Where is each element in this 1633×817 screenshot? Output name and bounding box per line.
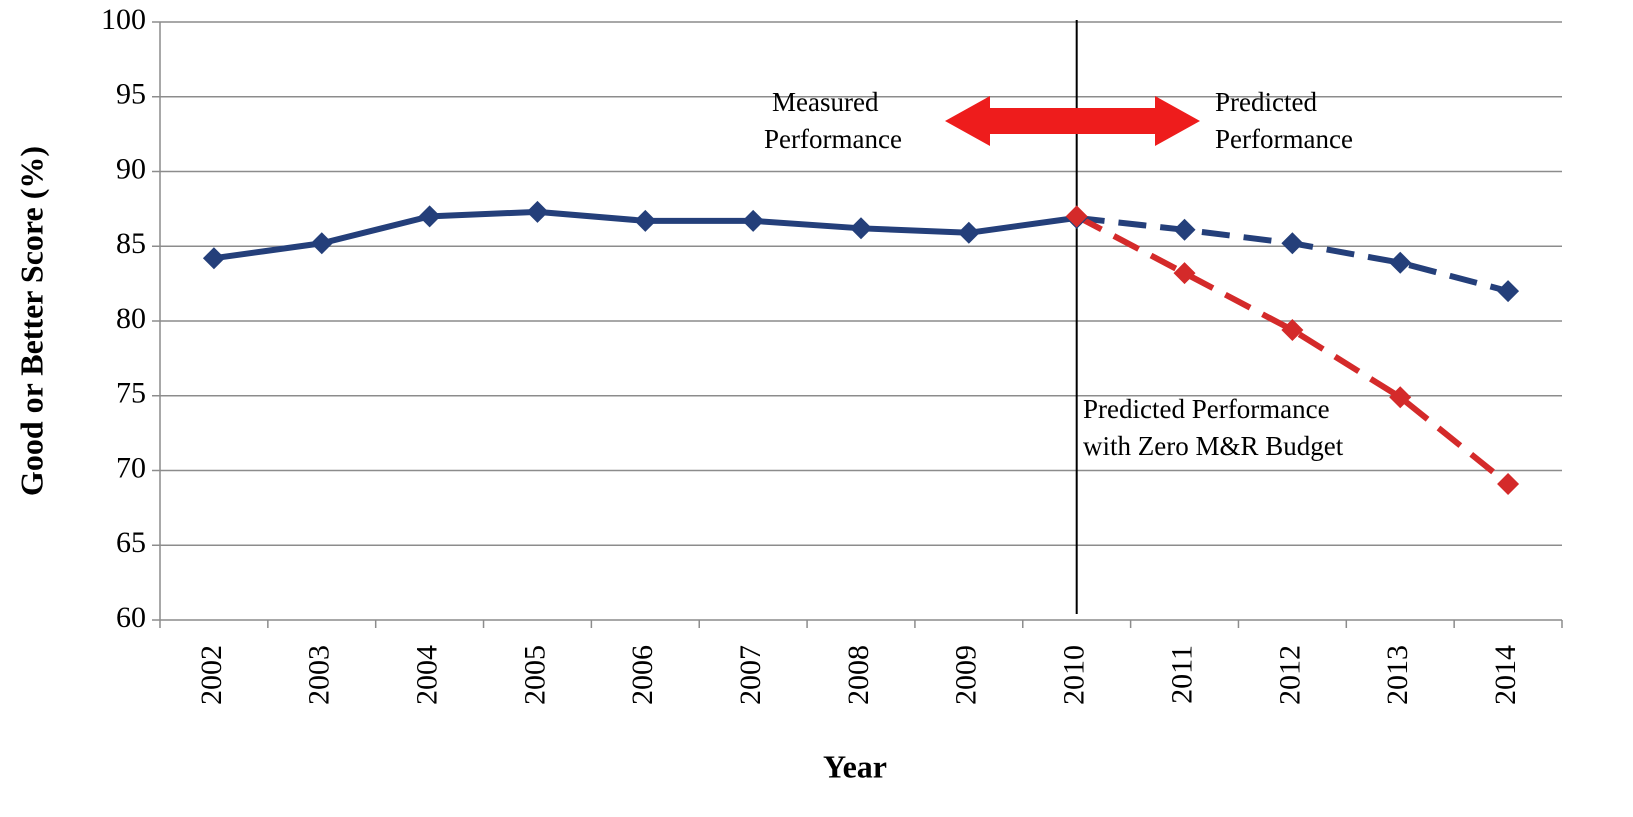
y-tick-label: 100 <box>101 3 146 36</box>
x-tick-label: 2014 <box>1489 645 1522 705</box>
x-tick-label: 2012 <box>1273 645 1306 705</box>
y-tick-label: 85 <box>116 227 146 260</box>
marker <box>850 217 872 240</box>
marker <box>1389 386 1412 409</box>
x-axis-title: Year <box>823 748 887 784</box>
marker <box>1497 280 1520 303</box>
marker <box>310 232 333 255</box>
x-tick-label: 2009 <box>950 645 983 705</box>
marker <box>1497 472 1520 495</box>
x-tick-label: 2008 <box>842 645 875 705</box>
x-tick-label: 2011 <box>1165 645 1198 704</box>
y-axis-title: Good or Better Score (%) <box>13 146 49 496</box>
annotation: Predicted Performance <box>1083 394 1330 424</box>
marker <box>1173 262 1196 285</box>
annotation: Predicted <box>1215 87 1317 117</box>
marker <box>957 221 980 244</box>
x-tick-label: 2004 <box>411 645 444 705</box>
y-tick-label: 70 <box>116 451 146 484</box>
x-tick-label: 2007 <box>734 645 767 705</box>
marker <box>1065 205 1088 228</box>
annotation: with Zero M&R Budget <box>1083 431 1344 461</box>
y-tick-label: 95 <box>116 78 146 111</box>
x-tick-label: 2005 <box>518 645 551 705</box>
y-tick-label: 65 <box>116 526 146 559</box>
marker <box>202 247 225 270</box>
marker <box>1173 218 1196 241</box>
marker <box>1281 232 1304 255</box>
x-tick-label: 2013 <box>1381 645 1414 705</box>
annotation: Measured <box>772 87 879 117</box>
x-tick-label: 2010 <box>1058 645 1091 705</box>
marker <box>1389 251 1412 274</box>
y-tick-label: 75 <box>116 377 146 410</box>
y-tick-label: 60 <box>116 601 146 634</box>
marker <box>526 200 549 223</box>
marker <box>418 205 441 228</box>
y-tick-label: 90 <box>116 152 146 185</box>
y-tick-label: 80 <box>116 302 146 335</box>
marker <box>634 209 657 232</box>
annotation: Performance <box>764 124 902 154</box>
marker <box>1281 318 1304 341</box>
x-tick-label: 2002 <box>195 645 228 705</box>
x-tick-label: 2006 <box>626 645 659 705</box>
double-arrow <box>945 96 1200 146</box>
annotation: Performance <box>1215 124 1353 154</box>
x-tick-label: 2003 <box>303 645 336 705</box>
marker <box>742 209 765 232</box>
